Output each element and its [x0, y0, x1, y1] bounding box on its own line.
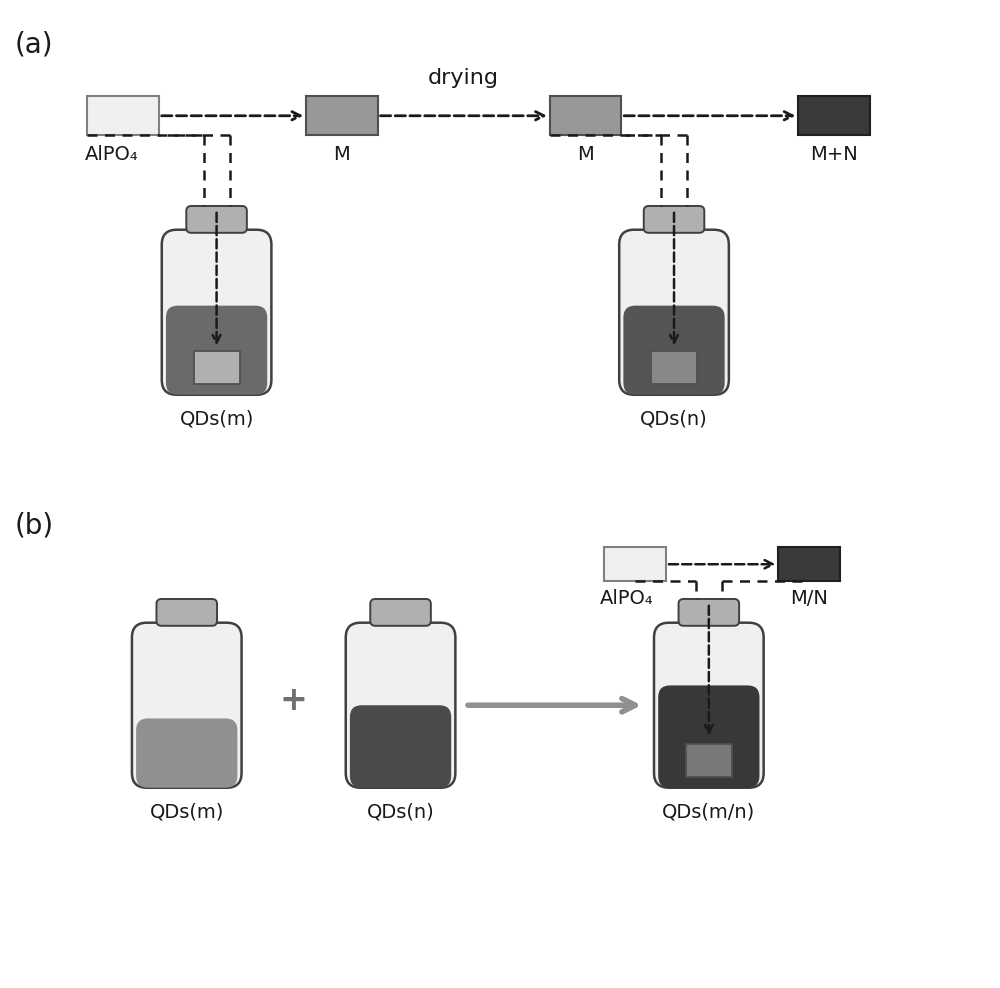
Bar — [87, 96, 159, 135]
FancyBboxPatch shape — [136, 718, 237, 787]
Text: (b): (b) — [15, 512, 54, 539]
Bar — [604, 547, 666, 581]
Text: QDs(m): QDs(m) — [150, 802, 224, 821]
FancyBboxPatch shape — [350, 705, 451, 787]
FancyBboxPatch shape — [658, 686, 759, 787]
FancyBboxPatch shape — [132, 622, 242, 787]
FancyBboxPatch shape — [686, 744, 732, 778]
Text: (a): (a) — [15, 31, 53, 58]
FancyBboxPatch shape — [623, 305, 725, 395]
Text: drying: drying — [428, 68, 499, 88]
FancyBboxPatch shape — [162, 230, 271, 395]
FancyBboxPatch shape — [619, 230, 729, 395]
FancyBboxPatch shape — [651, 352, 697, 384]
Text: QDs(n): QDs(n) — [367, 802, 434, 821]
Bar — [306, 96, 378, 135]
FancyBboxPatch shape — [654, 622, 764, 787]
Text: +: + — [280, 684, 308, 717]
Text: AlPO₄: AlPO₄ — [599, 589, 653, 609]
FancyBboxPatch shape — [644, 206, 704, 233]
Bar — [550, 96, 621, 135]
Text: M/N: M/N — [790, 589, 828, 609]
Bar — [778, 547, 840, 581]
Text: QDs(m/n): QDs(m/n) — [662, 802, 755, 821]
FancyBboxPatch shape — [166, 305, 267, 395]
Text: QDs(n): QDs(n) — [640, 409, 708, 429]
FancyBboxPatch shape — [186, 206, 247, 233]
Bar — [798, 96, 870, 135]
FancyBboxPatch shape — [194, 352, 240, 384]
Text: AlPO₄: AlPO₄ — [85, 145, 139, 164]
Text: QDs(m): QDs(m) — [179, 409, 254, 429]
FancyBboxPatch shape — [346, 622, 455, 787]
Text: M: M — [334, 145, 350, 164]
FancyBboxPatch shape — [370, 599, 431, 625]
Text: M+N: M+N — [810, 145, 858, 164]
FancyBboxPatch shape — [156, 599, 217, 625]
FancyBboxPatch shape — [679, 599, 739, 625]
Text: M: M — [577, 145, 594, 164]
